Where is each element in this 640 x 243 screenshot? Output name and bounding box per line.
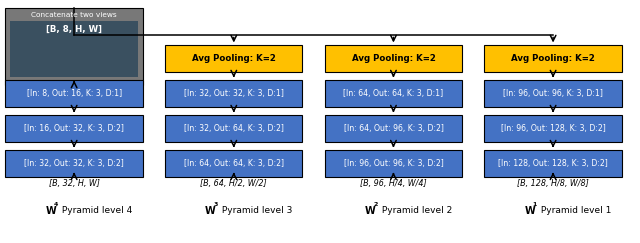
Text: Avg Pooling: K=2: Avg Pooling: K=2: [192, 54, 276, 63]
Text: [In: 64, Out: 64, K: 3, D:2]: [In: 64, Out: 64, K: 3, D:2]: [184, 159, 284, 168]
Text: 3: 3: [213, 202, 218, 207]
FancyBboxPatch shape: [165, 80, 303, 107]
FancyBboxPatch shape: [484, 115, 621, 142]
Text: [In: 64, Out: 64, K: 3, D:1]: [In: 64, Out: 64, K: 3, D:1]: [344, 89, 444, 98]
FancyBboxPatch shape: [324, 150, 462, 177]
Text: Avg Pooling: K=2: Avg Pooling: K=2: [351, 54, 435, 63]
Text: 2: 2: [373, 202, 378, 207]
FancyBboxPatch shape: [165, 150, 303, 177]
Text: [In: 32, Out: 32, K: 3, D:1]: [In: 32, Out: 32, K: 3, D:1]: [184, 89, 284, 98]
FancyBboxPatch shape: [324, 45, 462, 72]
FancyBboxPatch shape: [6, 150, 143, 177]
FancyBboxPatch shape: [484, 45, 621, 72]
Text: 1: 1: [532, 202, 537, 207]
Text: [B, 96, H/4, W/4]: [B, 96, H/4, W/4]: [360, 180, 427, 189]
FancyBboxPatch shape: [10, 21, 138, 77]
Text: Pyramid level 4: Pyramid level 4: [60, 206, 132, 215]
Text: 4: 4: [54, 202, 58, 207]
Text: Concatenate two views: Concatenate two views: [31, 12, 117, 18]
Text: [In: 16, Out: 32, K: 3, D:2]: [In: 16, Out: 32, K: 3, D:2]: [24, 124, 124, 133]
Text: [In: 96, Out: 128, K: 3, D:2]: [In: 96, Out: 128, K: 3, D:2]: [500, 124, 605, 133]
FancyBboxPatch shape: [324, 115, 462, 142]
Text: Pyramid level 1: Pyramid level 1: [538, 206, 612, 215]
FancyBboxPatch shape: [165, 45, 303, 72]
Text: W: W: [45, 206, 56, 216]
Text: [In: 96, Out: 96, K: 3, D:1]: [In: 96, Out: 96, K: 3, D:1]: [503, 89, 603, 98]
Text: Pyramid level 3: Pyramid level 3: [219, 206, 292, 215]
Text: [In: 8, Out: 16, K: 3, D:1]: [In: 8, Out: 16, K: 3, D:1]: [27, 89, 122, 98]
FancyBboxPatch shape: [484, 150, 621, 177]
Text: W: W: [365, 206, 376, 216]
Text: [B, 8, H, W]: [B, 8, H, W]: [46, 25, 102, 34]
FancyBboxPatch shape: [6, 115, 143, 142]
Text: [B, 64, H/2, W/2]: [B, 64, H/2, W/2]: [200, 180, 267, 189]
FancyBboxPatch shape: [6, 80, 143, 107]
Text: W: W: [524, 206, 535, 216]
FancyBboxPatch shape: [324, 80, 462, 107]
Text: Avg Pooling: K=2: Avg Pooling: K=2: [511, 54, 595, 63]
Text: Pyramid level 2: Pyramid level 2: [379, 206, 452, 215]
FancyBboxPatch shape: [165, 115, 303, 142]
Text: [B, 128, H/8, W/8]: [B, 128, H/8, W/8]: [517, 180, 589, 189]
Text: [In: 64, Out: 96, K: 3, D:2]: [In: 64, Out: 96, K: 3, D:2]: [344, 124, 444, 133]
Text: [In: 128, Out: 128, K: 3, D:2]: [In: 128, Out: 128, K: 3, D:2]: [498, 159, 608, 168]
Text: [B, 32, H, W]: [B, 32, H, W]: [49, 180, 100, 189]
Text: [In: 32, Out: 32, K: 3, D:2]: [In: 32, Out: 32, K: 3, D:2]: [24, 159, 124, 168]
Text: [In: 96, Out: 96, K: 3, D:2]: [In: 96, Out: 96, K: 3, D:2]: [344, 159, 444, 168]
Text: W: W: [205, 206, 216, 216]
Text: [In: 32, Out: 64, K: 3, D:2]: [In: 32, Out: 64, K: 3, D:2]: [184, 124, 284, 133]
FancyBboxPatch shape: [484, 80, 621, 107]
FancyBboxPatch shape: [6, 8, 143, 85]
